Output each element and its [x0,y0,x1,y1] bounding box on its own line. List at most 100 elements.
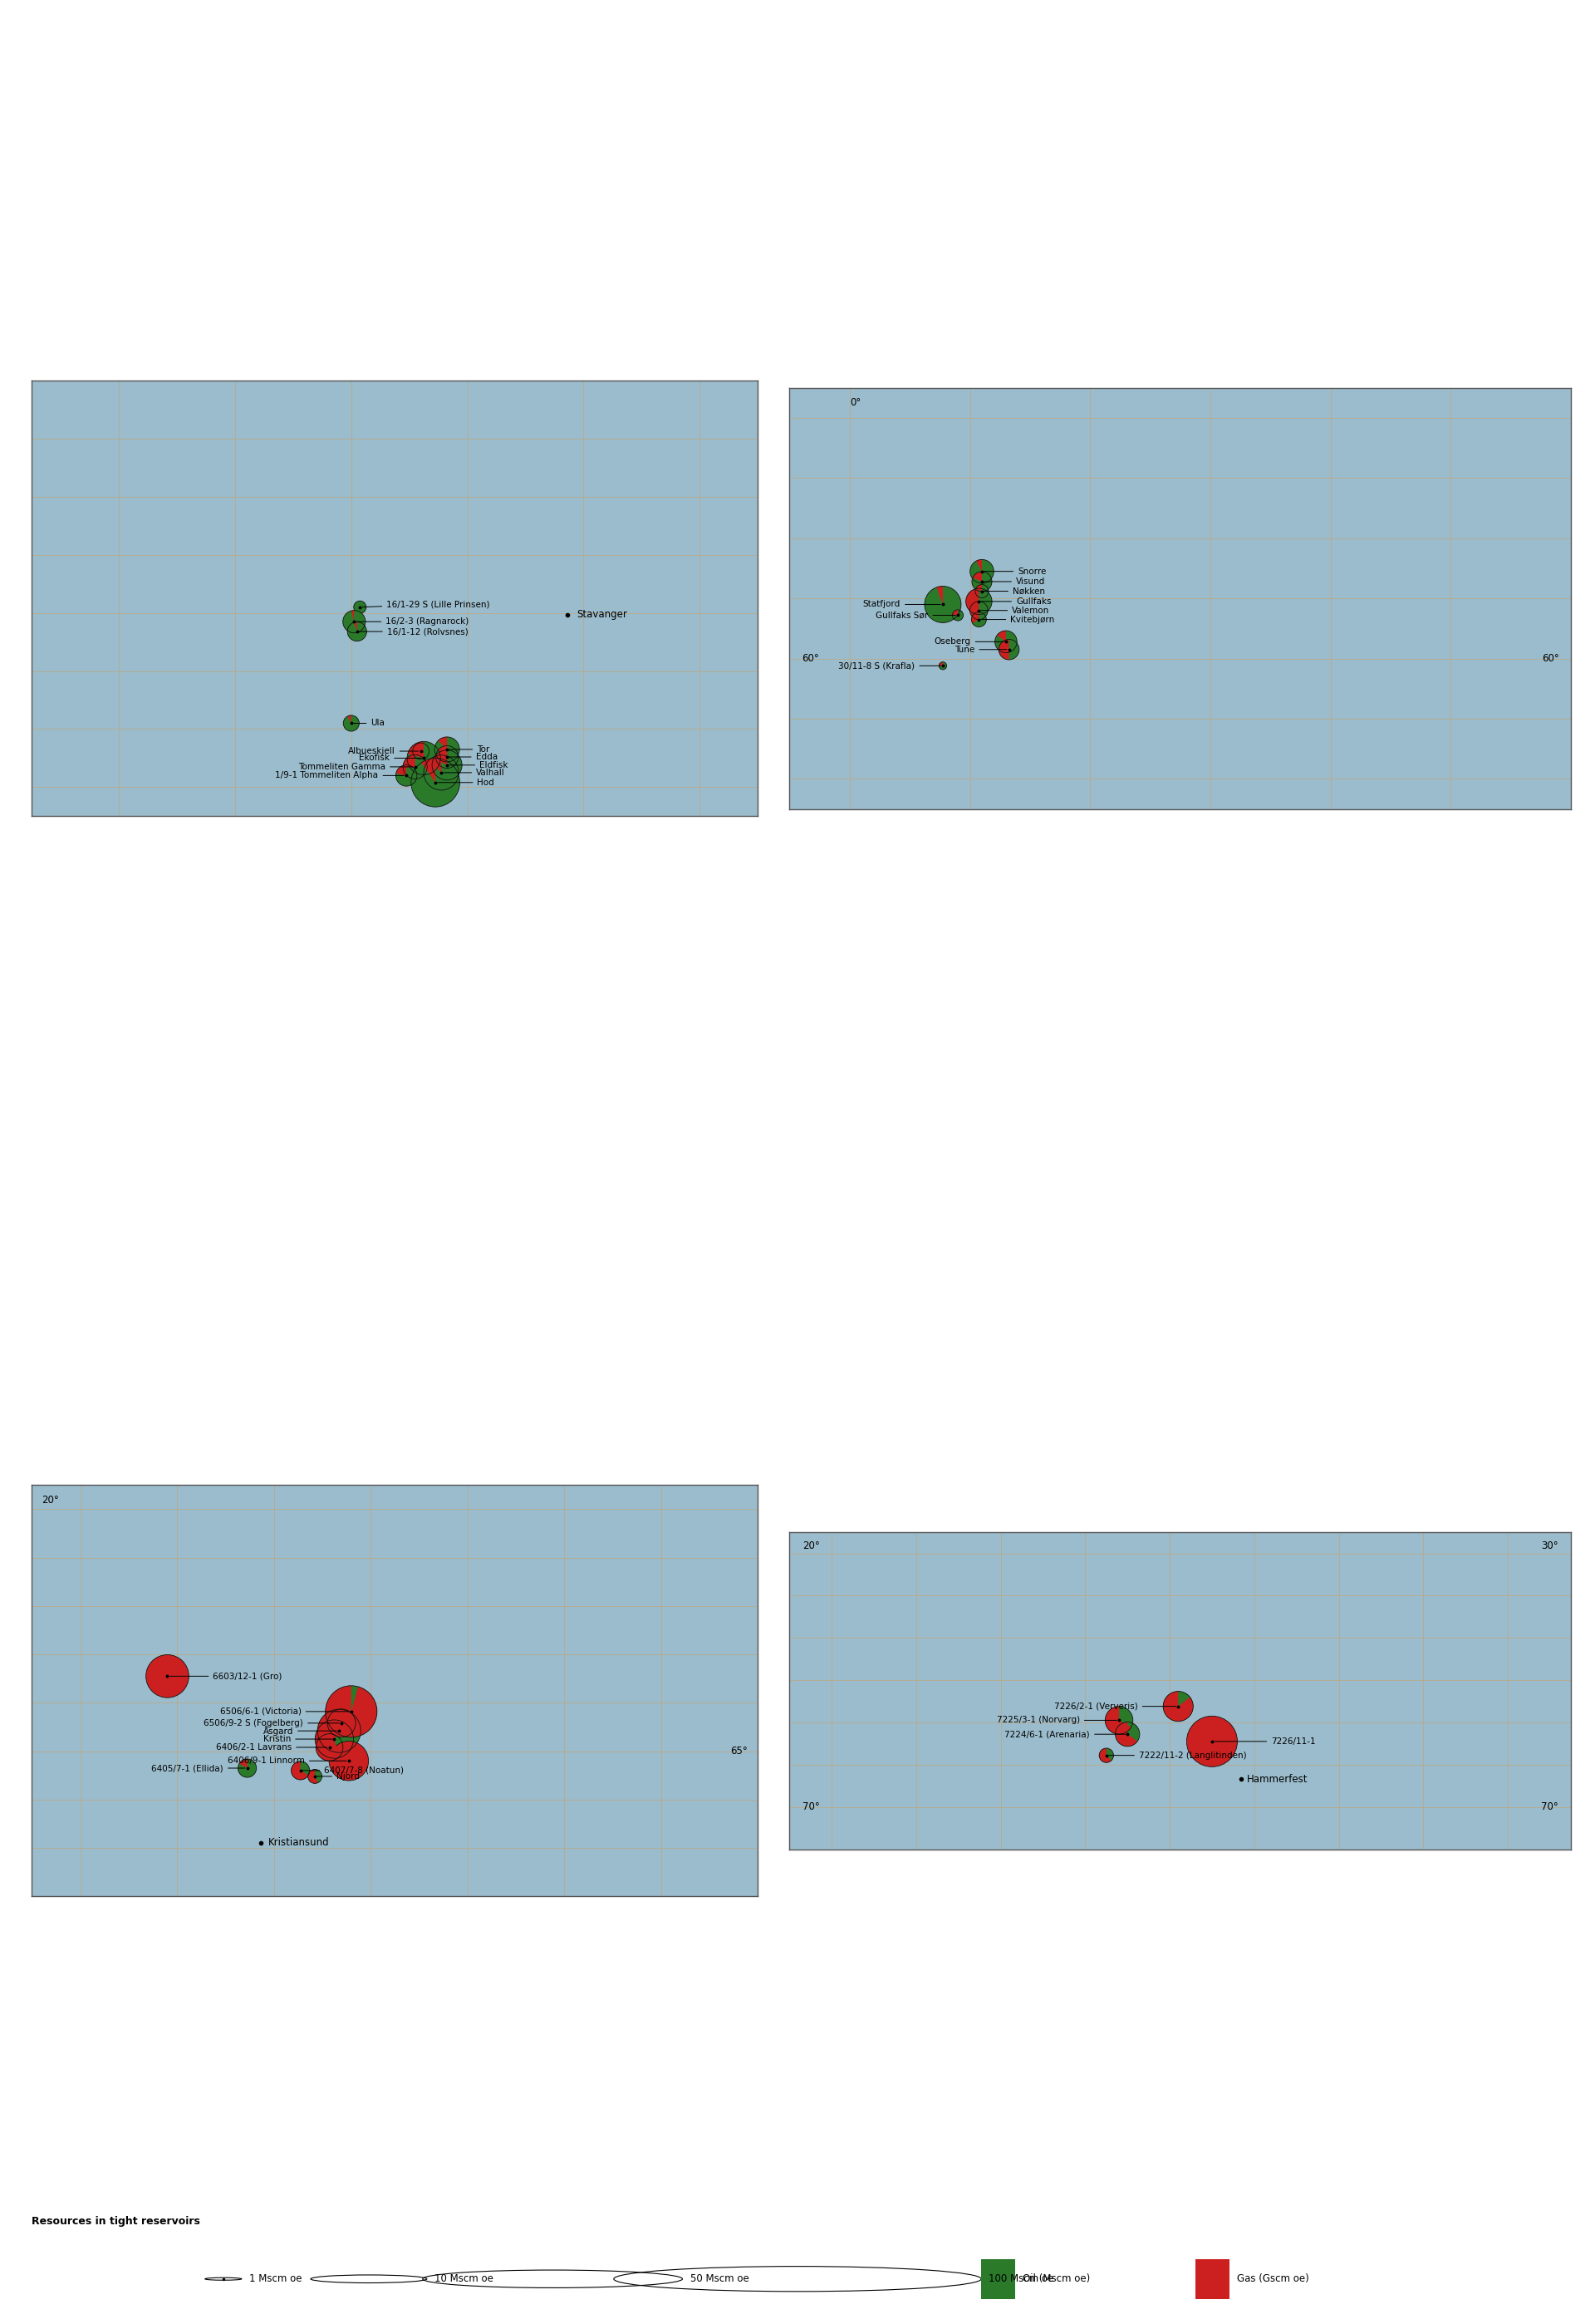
Wedge shape [952,609,959,616]
Circle shape [329,1741,368,1780]
Text: 16/2-3 (Ragnarock): 16/2-3 (Ragnarock) [356,618,469,625]
Wedge shape [413,744,421,753]
Circle shape [354,602,367,614]
Text: 7225/3-1 (Norvarg): 7225/3-1 (Norvarg) [997,1715,1116,1724]
Text: Snorre: Snorre [984,567,1046,576]
Wedge shape [316,1720,338,1759]
Text: 6405/7-1 (Ellida): 6405/7-1 (Ellida) [152,1764,246,1773]
Text: Valhall: Valhall [443,769,506,776]
Circle shape [238,1759,257,1778]
Text: Ula: Ula [354,718,384,727]
Text: Resources in tight reservoirs: Resources in tight reservoirs [32,2217,201,2226]
Wedge shape [997,630,1006,641]
Wedge shape [308,1769,317,1783]
Wedge shape [971,611,979,623]
FancyBboxPatch shape [981,2259,1014,2298]
Wedge shape [434,751,447,765]
Text: Statfjord: Statfjord [863,600,941,609]
Text: Gas (Gscm oe): Gas (Gscm oe) [1238,2273,1309,2284]
Text: 1 Mscm oe: 1 Mscm oe [249,2273,301,2284]
Circle shape [1115,1722,1140,1745]
Circle shape [1187,1715,1238,1766]
Text: Kristin: Kristin [263,1736,332,1743]
Text: 30°: 30° [1541,1541,1558,1552]
Text: Oil (Mscm oe): Oil (Mscm oe) [1022,2273,1089,2284]
Circle shape [317,1708,360,1752]
Text: Tommeliten Gamma: Tommeliten Gamma [298,762,413,772]
Text: Åsgard: Åsgard [263,1727,337,1736]
Wedge shape [239,1759,247,1769]
Circle shape [434,737,459,762]
Wedge shape [348,716,351,723]
Wedge shape [429,755,442,772]
Circle shape [396,765,416,786]
Circle shape [316,1734,343,1762]
Text: Oseberg: Oseberg [935,637,1003,646]
Circle shape [292,1762,309,1780]
Text: Kvitebjørn: Kvitebjørn [981,616,1054,623]
Text: Nøkken: Nøkken [984,588,1045,595]
Wedge shape [396,765,407,776]
Circle shape [952,609,963,621]
Text: 7224/6-1 (Arenaria): 7224/6-1 (Arenaria) [1005,1729,1124,1738]
Text: Ekofisk: Ekofisk [359,753,421,762]
Text: 70°: 70° [1541,1801,1558,1813]
Circle shape [343,716,359,732]
Circle shape [971,611,986,627]
Text: 20°: 20° [802,1541,820,1552]
Text: Valemon: Valemon [981,607,1050,614]
Wedge shape [973,572,983,581]
Circle shape [970,560,994,583]
Circle shape [316,1720,354,1759]
Text: 7222/11-2 (Langlitinden): 7222/11-2 (Langlitinden) [1109,1752,1247,1759]
Wedge shape [354,623,357,632]
Text: 7226/2-1 (Ververis): 7226/2-1 (Ververis) [1054,1701,1176,1710]
Circle shape [971,572,992,593]
Circle shape [1099,1748,1113,1762]
Wedge shape [421,758,435,783]
Wedge shape [292,1762,308,1780]
Wedge shape [316,1734,343,1762]
Text: Albueskjell: Albueskjell [348,746,418,755]
Wedge shape [1115,1722,1137,1745]
Circle shape [432,751,463,781]
Circle shape [975,586,989,597]
Wedge shape [408,741,424,758]
Circle shape [327,1708,356,1738]
Text: 50 Mscm oe: 50 Mscm oe [691,2273,750,2284]
Wedge shape [967,588,979,611]
Wedge shape [998,639,1010,660]
Text: 7226/11-1: 7226/11-1 [1214,1738,1316,1745]
Text: 16/1-12 (Rolvsnes): 16/1-12 (Rolvsnes) [359,627,469,637]
Text: 6506/9-2 S (Fogelberg): 6506/9-2 S (Fogelberg) [204,1720,340,1727]
Circle shape [145,1655,188,1697]
Wedge shape [1099,1748,1112,1762]
Circle shape [407,741,440,774]
Text: Hammerfest: Hammerfest [1247,1773,1308,1785]
Text: 30/11-8 S (Krafla): 30/11-8 S (Krafla) [839,662,941,669]
FancyBboxPatch shape [1196,2259,1230,2298]
Circle shape [995,630,1018,653]
Text: 0°: 0° [850,397,861,407]
Wedge shape [1163,1692,1193,1722]
Wedge shape [327,1708,356,1738]
Circle shape [325,1685,376,1738]
Circle shape [1163,1692,1193,1722]
Text: Tor: Tor [450,746,490,753]
Text: 6406/2-1 Lavrans: 6406/2-1 Lavrans [215,1743,327,1752]
Text: 65°: 65° [731,1745,748,1757]
Circle shape [967,588,992,614]
Text: Eldfisk: Eldfisk [450,760,509,769]
Circle shape [412,758,459,806]
Wedge shape [437,746,447,758]
Wedge shape [976,560,983,572]
Text: Edda: Edda [450,753,498,762]
Wedge shape [936,586,943,604]
Circle shape [413,744,429,760]
Text: 60°: 60° [802,653,818,665]
Text: Kristiansund: Kristiansund [268,1838,329,1848]
Circle shape [308,1769,322,1783]
Text: 16/1-29 S (Lille Prinsen): 16/1-29 S (Lille Prinsen) [362,600,490,609]
Circle shape [435,746,458,769]
Wedge shape [351,611,354,621]
